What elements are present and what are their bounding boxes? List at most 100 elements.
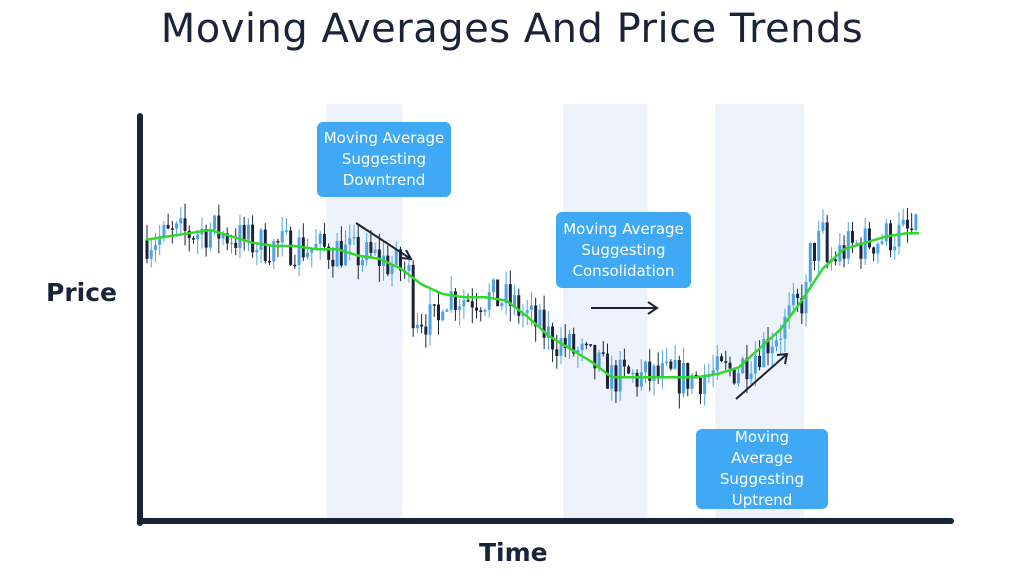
consolidation-arrow-head xyxy=(647,301,659,315)
candle-up xyxy=(513,295,517,307)
candle-down xyxy=(867,228,871,248)
candle-down xyxy=(268,260,272,263)
candle-up xyxy=(280,231,284,243)
candle-down xyxy=(825,222,829,263)
candle-up xyxy=(458,306,462,310)
candle-down xyxy=(812,242,816,261)
candle-down xyxy=(555,349,559,356)
candle-down xyxy=(563,338,567,349)
candle-up xyxy=(407,264,411,271)
candle-down xyxy=(542,309,546,338)
candle-up xyxy=(221,233,225,239)
candle-down xyxy=(356,236,360,266)
candle-up xyxy=(741,358,745,374)
candle-up xyxy=(787,305,791,317)
candle-up xyxy=(762,339,766,368)
candle-down xyxy=(183,218,187,231)
candle-up xyxy=(318,233,322,244)
candle-up xyxy=(394,249,398,265)
candle-down xyxy=(622,359,626,367)
candle-up xyxy=(348,238,352,245)
candle-up xyxy=(284,230,288,232)
candle-up xyxy=(559,338,563,356)
candle-up xyxy=(162,224,166,237)
candle-down xyxy=(234,242,238,248)
candle-up xyxy=(576,350,580,354)
candle-up xyxy=(703,377,707,395)
candle-down xyxy=(251,224,255,253)
candle-up xyxy=(487,292,491,310)
candle-up xyxy=(546,326,550,338)
candle-down xyxy=(204,229,208,248)
candle-up xyxy=(449,291,453,310)
candle-up xyxy=(791,293,795,306)
candle-up xyxy=(808,242,812,282)
candle-down xyxy=(225,233,229,244)
candle-down xyxy=(851,231,855,243)
candle-up xyxy=(297,237,301,266)
candle-up xyxy=(246,224,250,240)
candle-down xyxy=(859,242,863,259)
candle-down xyxy=(572,334,576,354)
consolidation-callout: Moving Average Suggesting Consolidation xyxy=(556,212,691,288)
candle-up xyxy=(529,305,533,311)
candle-up xyxy=(208,229,212,248)
candle-down xyxy=(331,259,335,267)
candle-up xyxy=(213,215,217,230)
candle-down xyxy=(720,356,724,362)
candle-up xyxy=(149,250,153,259)
candle-up xyxy=(804,281,808,314)
candle-down xyxy=(589,344,593,346)
highlight-zone-2 xyxy=(563,104,648,520)
candle-up xyxy=(753,355,757,374)
trend-arrows xyxy=(355,222,789,400)
candle-up xyxy=(567,334,571,349)
downtrend-arrow xyxy=(355,222,412,260)
candle-up xyxy=(876,243,880,254)
candle-up xyxy=(580,343,584,351)
candle-down xyxy=(424,326,428,335)
candle-up xyxy=(314,243,318,249)
candle-up xyxy=(390,264,394,275)
candle-down xyxy=(686,363,690,389)
candle-up xyxy=(428,304,432,335)
candle-down xyxy=(242,225,246,240)
candle-down xyxy=(842,245,846,259)
candle-up xyxy=(749,373,753,380)
x-axis-label: Time xyxy=(479,538,548,567)
candle-up xyxy=(652,365,656,381)
candle-down xyxy=(470,301,474,308)
candle-down xyxy=(187,230,191,239)
candle-down xyxy=(289,230,293,265)
candle-down xyxy=(191,238,195,240)
candle-down xyxy=(758,355,762,368)
candle-down xyxy=(339,240,343,266)
candle-down xyxy=(475,307,479,311)
candle-down xyxy=(437,304,441,321)
candle-down xyxy=(593,345,597,369)
candle-up xyxy=(783,316,787,339)
candle-up xyxy=(306,252,310,258)
candle-up xyxy=(175,223,179,229)
candle-up xyxy=(153,244,157,251)
candle-up xyxy=(914,214,918,231)
candle-down xyxy=(766,339,770,354)
candle-down xyxy=(669,361,673,369)
candle-down xyxy=(605,353,609,389)
candle-up xyxy=(770,346,774,354)
candle-down xyxy=(508,284,512,307)
candle-down xyxy=(584,343,588,346)
candle-down xyxy=(327,246,331,260)
uptrend-arrow xyxy=(735,353,788,400)
candle-up xyxy=(855,242,859,245)
candle-up xyxy=(660,363,664,378)
candle-up xyxy=(441,311,445,321)
candle-down xyxy=(170,228,174,230)
candle-down xyxy=(724,361,728,363)
candle-up xyxy=(415,324,419,329)
candle-up xyxy=(352,236,356,239)
candle-down xyxy=(627,366,631,374)
candle-up xyxy=(821,222,825,231)
candle-down xyxy=(145,239,149,259)
candle-up xyxy=(597,352,601,369)
